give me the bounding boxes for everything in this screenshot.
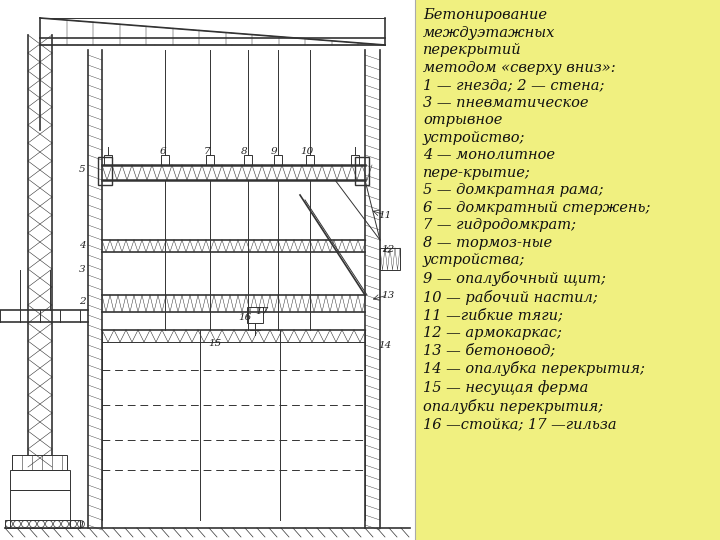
Text: 6: 6	[160, 147, 166, 157]
Text: 16: 16	[238, 314, 251, 322]
Text: 10: 10	[300, 147, 314, 157]
Bar	[244, 155, 252, 165]
Bar	[10, 490, 70, 528]
Bar	[351, 155, 359, 165]
Text: Бетонирование
междуэтажных
перекрытий
методом «сверху вниз»:
1 — гнезда; 2 — сте: Бетонирование междуэтажных перекрытий ме…	[423, 8, 650, 431]
Text: 1: 1	[78, 521, 85, 530]
Text: 4: 4	[78, 240, 85, 249]
Text: 14: 14	[379, 341, 392, 349]
Text: 13: 13	[382, 291, 395, 300]
Bar	[98, 157, 112, 185]
Bar	[12, 455, 67, 470]
Bar	[306, 155, 314, 165]
Text: 9: 9	[271, 147, 277, 157]
Bar	[415, 0, 720, 540]
Bar	[415, 0, 720, 540]
Bar	[274, 155, 282, 165]
Bar	[247, 307, 263, 323]
Bar	[355, 157, 369, 185]
Text: 17: 17	[256, 307, 269, 316]
Bar	[206, 155, 214, 165]
Text: 11: 11	[379, 211, 392, 219]
Bar	[380, 248, 400, 270]
Text: 8: 8	[240, 147, 247, 157]
Bar	[161, 155, 169, 165]
Text: 12: 12	[382, 246, 395, 254]
Text: 2: 2	[78, 298, 85, 307]
Bar	[5, 520, 80, 528]
Text: 3: 3	[78, 266, 85, 274]
Bar	[10, 470, 70, 490]
Text: 7: 7	[204, 147, 210, 157]
Text: 15: 15	[208, 340, 222, 348]
Text: 5: 5	[78, 165, 85, 174]
Bar	[104, 155, 112, 165]
